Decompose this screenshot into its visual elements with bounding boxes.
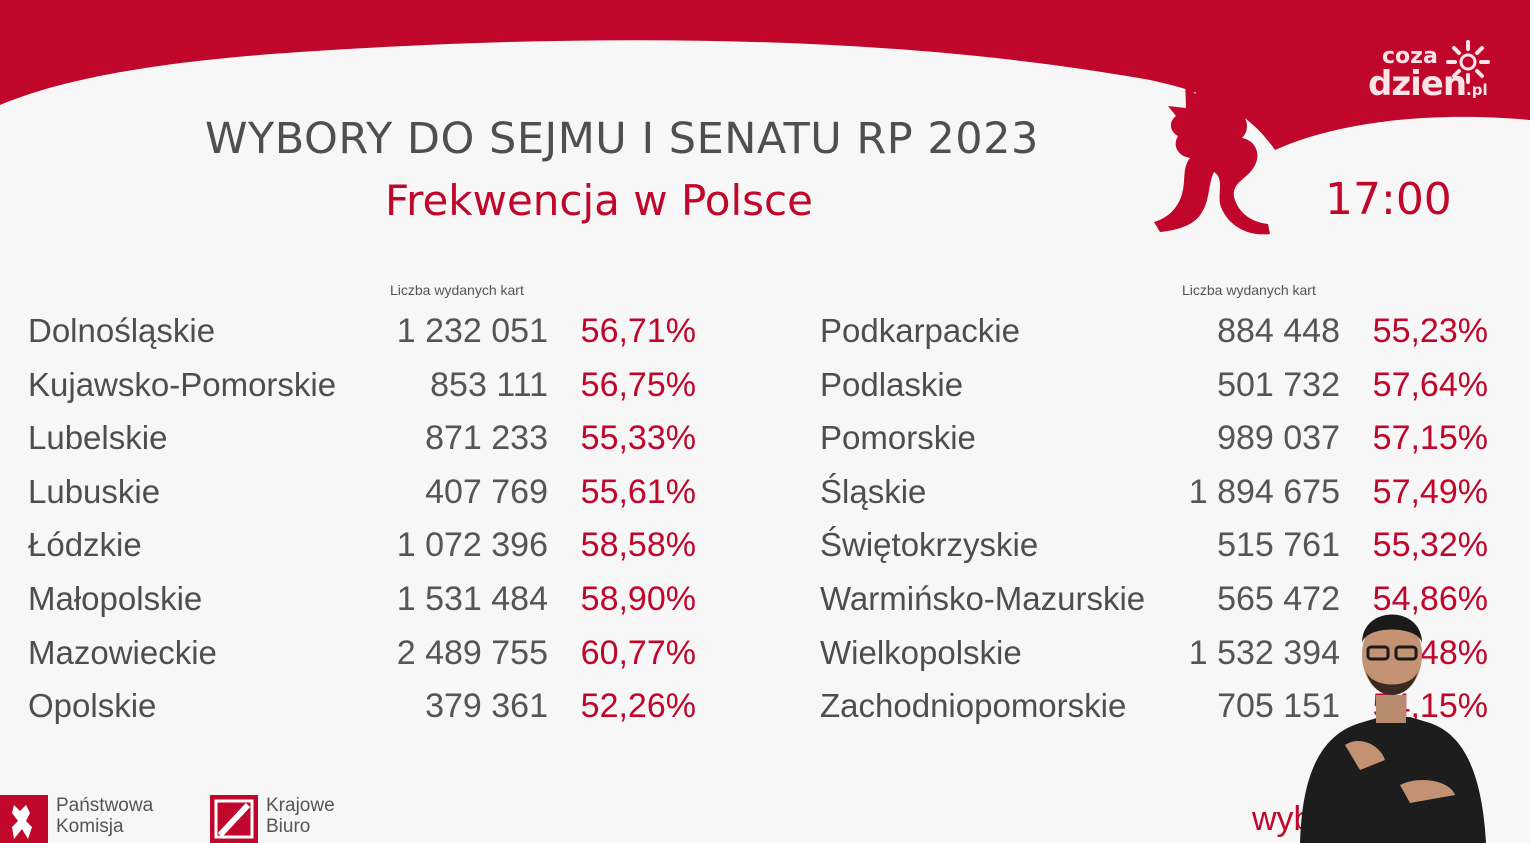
kbw-text-1: Krajowe [266,795,335,816]
brand-logo: coza dzien.pl [1368,40,1508,110]
table-row: Zachodniopomorskie 705 151 54,15% [820,687,1490,741]
region-name: Wielkopolskie [820,633,1022,671]
sign-language-interpreter [1300,614,1486,843]
turnout-percent: 55,32% [1372,526,1488,565]
table-row: Dolnośląskie 1 232 051 56,71% [28,312,698,366]
region-name: Podkarpackie [820,312,1020,349]
turnout-percent: 55,23% [1372,312,1488,350]
cards-issued: 379 361 [425,687,548,726]
pkw-logo: Państwowa Komisja [0,795,180,843]
table-row: Świętokrzyskie 515 761 55,32% [820,526,1490,580]
eagle-icon [1154,77,1270,235]
turnout-percent: 55,33% [580,419,696,458]
cards-issued: 705 151 [1217,687,1340,726]
cards-issued: 1 232 051 [396,312,548,350]
cards-issued: 871 233 [425,419,548,458]
region-name: Łódzkie [28,526,142,564]
cards-issued: 884 448 [1217,312,1340,350]
pkw-text-1: Państwowa [56,795,154,816]
turnout-percent: 60,77% [580,633,696,672]
cards-issued: 2 489 755 [396,633,548,672]
table-row: Warmińsko-Mazurskie 565 472 54,86% [820,580,1490,634]
region-name: Pomorskie [820,419,976,457]
cards-issued: 853 111 [430,365,548,404]
table-row: Lubelskie 871 233 55,33% [28,419,698,473]
table-row: Opolskie 379 361 52,26% [28,687,698,741]
region-name: Zachodniopomorskie [820,687,1127,725]
cards-issued: 1 531 484 [396,579,548,618]
table-row: Śląskie 1 894 675 57,49% [820,473,1490,527]
table-row: Podkarpackie 884 448 55,23% [820,312,1490,366]
kbw-emblem-icon [210,795,258,843]
pkw-text-2: Komisja [56,816,124,837]
region-name: Mazowieckie [28,633,217,671]
table-row: Mazowieckie 2 489 755 60,77% [28,634,698,688]
turnout-percent: 52,26% [580,687,696,726]
brand-tld: .pl [1466,81,1488,99]
cards-issued: 989 037 [1217,419,1340,458]
cards-issued: 1 894 675 [1188,472,1340,511]
sun-icon [1446,40,1490,84]
region-name: Kujawsko-Pomorskie [28,365,337,403]
table-row: Lubuskie 407 769 55,61% [28,473,698,527]
table-row: Małopolskie 1 531 484 58,90% [28,580,698,634]
cards-issued: 515 761 [1217,526,1340,565]
table-row: Pomorskie 989 037 57,15% [820,419,1490,473]
region-name: Podlaskie [820,365,964,403]
cards-issued: 1 532 394 [1188,633,1340,672]
region-name: Lubuskie [28,472,161,510]
turnout-percent: 56,71% [580,312,696,350]
region-name: Warmińsko-Mazurskie [820,579,1146,617]
turnout-percent: 57,64% [1372,365,1488,404]
turnout-percent: 56,75% [580,365,696,404]
cards-issued: 501 732 [1217,365,1340,404]
page-subtitle: Frekwencja w Polsce [385,176,813,225]
region-name: Świętokrzyskie [820,526,1039,564]
cards-issued: 407 769 [425,472,548,511]
table-row: Kujawsko-Pomorskie 853 111 56,75% [28,366,698,420]
kbw-text-2: Biuro [266,816,311,837]
turnout-percent: 57,49% [1372,472,1488,511]
cards-issued: 1 072 396 [396,526,548,565]
region-name: Śląskie [820,472,927,510]
region-name: Lubelskie [28,419,168,457]
turnout-rows-left: Dolnośląskie 1 232 051 56,71% Kujawsko-Pomo… [28,312,698,741]
column-header-cards: Liczba wydanych kart [390,282,524,298]
region-name: Dolnośląskie [28,312,216,349]
cards-issued: 565 472 [1217,579,1340,618]
brand-name-top: coza [1382,44,1438,69]
table-row: Łódzkie 1 072 396 58,58% [28,526,698,580]
turnout-percent: 54,86% [1372,579,1488,618]
time-label: 17:00 [1325,174,1452,225]
turnout-percent: 57,15% [1372,419,1488,458]
turnout-percent: 58,58% [580,526,696,565]
region-name: Małopolskie [28,579,203,617]
kbw-logo: Krajowe Biuro [210,795,390,843]
region-name: Opolskie [28,687,157,725]
pkw-emblem-icon [0,795,48,843]
column-header-cards: Liczba wydanych kart [1182,282,1316,298]
turnout-percent: 58,90% [580,579,696,618]
table-row: Podlaskie 501 732 57,64% [820,366,1490,420]
brand-name-bottom: dzien [1368,64,1467,104]
page-title: WYBORY DO SEJMU I SENATU RP 2023 [205,114,1039,164]
turnout-percent: 55,61% [580,472,696,511]
